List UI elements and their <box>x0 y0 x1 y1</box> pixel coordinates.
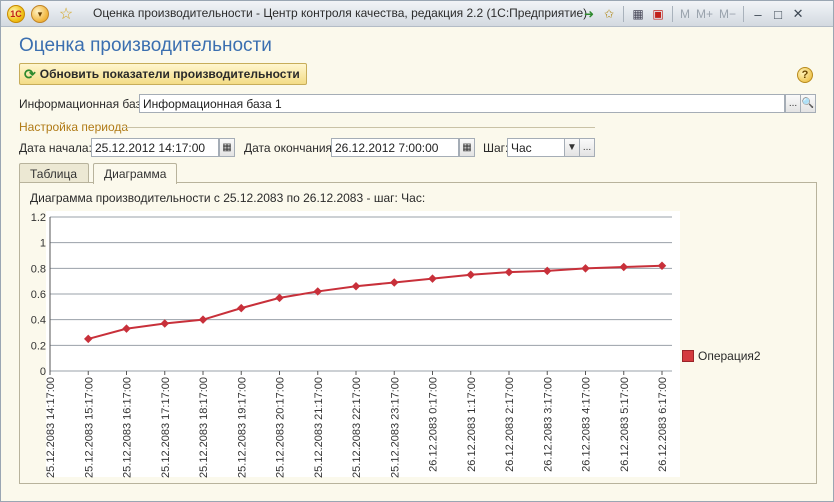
maximize-icon[interactable]: □ <box>774 6 782 22</box>
data-point <box>275 293 284 303</box>
start-date-calendar-icon[interactable]: ▦ <box>219 138 235 157</box>
favorites-star-icon[interactable]: ☆ <box>58 6 74 23</box>
title-bar: 1С ▾ ☆ Оценка производительности - Центр… <box>1 1 833 27</box>
help-icon[interactable]: ? <box>797 67 813 83</box>
x-tick-label: 26.12.2083 6:17:00 <box>657 377 669 472</box>
page-title: Оценка производительности <box>19 35 272 56</box>
tab-chart[interactable]: Диаграмма <box>93 163 177 184</box>
series-line <box>87 264 663 340</box>
calculator-icon[interactable]: ▦ <box>632 7 644 21</box>
legend-swatch <box>682 350 694 362</box>
x-tick-label: 25.12.2083 22:17:00 <box>351 377 363 478</box>
tab-table[interactable]: Таблица <box>19 163 89 183</box>
data-point <box>428 274 437 283</box>
y-tick-label: 0.4 <box>31 315 46 327</box>
step-label: Шаг: <box>483 141 509 155</box>
data-point <box>390 278 399 287</box>
step-select[interactable]: Час <box>507 138 565 157</box>
chart-legend: Операция2 <box>682 349 761 363</box>
period-section-divider <box>123 127 595 128</box>
main-menu-icon[interactable]: ▾ <box>31 5 49 23</box>
title-toolbar: ➜ ✩ ▦ ▣ M M+ M− – □ ✕ <box>579 4 808 24</box>
data-point <box>84 334 93 344</box>
data-point <box>237 303 246 313</box>
x-tick-label: 25.12.2083 15:17:00 <box>83 377 95 478</box>
data-point <box>466 270 475 279</box>
x-tick-label: 25.12.2083 18:17:00 <box>198 377 210 478</box>
step-select-button[interactable]: ... <box>579 138 595 157</box>
x-tick-label: 26.12.2083 0:17:00 <box>428 377 440 472</box>
y-tick-label: 1 <box>40 238 46 250</box>
close-icon[interactable]: ✕ <box>792 6 804 21</box>
memory-mplus-button[interactable]: M+ <box>696 7 714 21</box>
data-point <box>313 287 322 296</box>
period-section-title: Настройка периода <box>19 120 129 134</box>
legend-series-name: Операция2 <box>698 349 761 363</box>
toolbar-separator <box>672 6 673 22</box>
x-tick-label: 26.12.2083 1:17:00 <box>466 377 478 472</box>
y-tick-label: 1.2 <box>31 212 46 224</box>
x-tick-label: 25.12.2083 16:17:00 <box>122 377 134 478</box>
step-dropdown-chevron-icon[interactable]: ▼ <box>564 138 580 157</box>
infobase-select-button[interactable]: ... <box>785 94 801 113</box>
minimize-icon[interactable]: – <box>754 6 762 22</box>
toolbar-separator <box>743 6 745 22</box>
performance-chart: 0 0.2 0.4 0.6 0.8 1 1.2 25.12.2083 14:17:00 25.1… <box>31 211 680 478</box>
refresh-performance-button[interactable]: ⟳ Обновить показатели производительности <box>19 63 307 85</box>
y-tick-label: 0 <box>40 366 46 378</box>
x-tick-label: 26.12.2083 4:17:00 <box>581 377 593 472</box>
chart-panel: Диаграмма производительности с 25.12.208… <box>19 182 817 484</box>
navigate-arrow-icon[interactable]: ➜ <box>583 7 595 21</box>
memory-m-button[interactable]: M <box>680 7 690 21</box>
x-tick-label: 26.12.2083 5:17:00 <box>619 377 631 472</box>
x-tick-label: 26.12.2083 3:17:00 <box>542 377 554 472</box>
x-tick-label: 25.12.2083 19:17:00 <box>236 377 248 478</box>
calendar-icon[interactable]: ▣ <box>652 7 664 21</box>
infobase-label: Информационная база: <box>19 97 152 111</box>
x-tick-label: 25.12.2083 20:17:00 <box>275 377 287 478</box>
app-logo-icon[interactable]: 1С <box>7 5 25 23</box>
refresh-icon: ⟳ <box>24 65 36 82</box>
y-tick-label: 0.2 <box>31 340 46 352</box>
data-point <box>351 282 361 291</box>
refresh-button-label: Обновить показатели производительности <box>39 67 300 81</box>
y-tick-label: 0.6 <box>31 289 46 301</box>
x-tick-label: 25.12.2083 21:17:00 <box>313 377 325 478</box>
end-date-calendar-icon[interactable]: ▦ <box>459 138 475 157</box>
end-date-label: Дата окончания: <box>244 141 336 155</box>
toolbar-separator <box>623 6 624 22</box>
y-tick-label: 0.8 <box>31 263 46 275</box>
x-tick-label: 25.12.2083 17:17:00 <box>160 377 172 478</box>
infobase-field[interactable]: Информационная база 1 <box>139 94 785 113</box>
add-favorite-icon[interactable]: ✩ <box>603 7 615 21</box>
data-point <box>504 267 514 277</box>
x-tick-label: 25.12.2083 14:17:00 <box>45 377 57 478</box>
x-tick-label: 25.12.2083 23:17:00 <box>389 377 401 478</box>
chart-plot-background <box>46 211 680 477</box>
end-date-field[interactable]: 26.12.2012 7:00:00 <box>331 138 459 157</box>
memory-mminus-button[interactable]: M− <box>719 7 737 21</box>
start-date-label: Дата начала: <box>19 141 92 155</box>
chart-caption: Диаграмма производительности с 25.12.208… <box>30 191 426 205</box>
start-date-field[interactable]: 25.12.2012 14:17:00 <box>91 138 219 157</box>
x-tick-label: 26.12.2083 2:17:00 <box>504 377 516 472</box>
window-title: Оценка производительности - Центр контро… <box>93 6 588 20</box>
infobase-open-icon[interactable]: 🔍 <box>800 94 816 113</box>
